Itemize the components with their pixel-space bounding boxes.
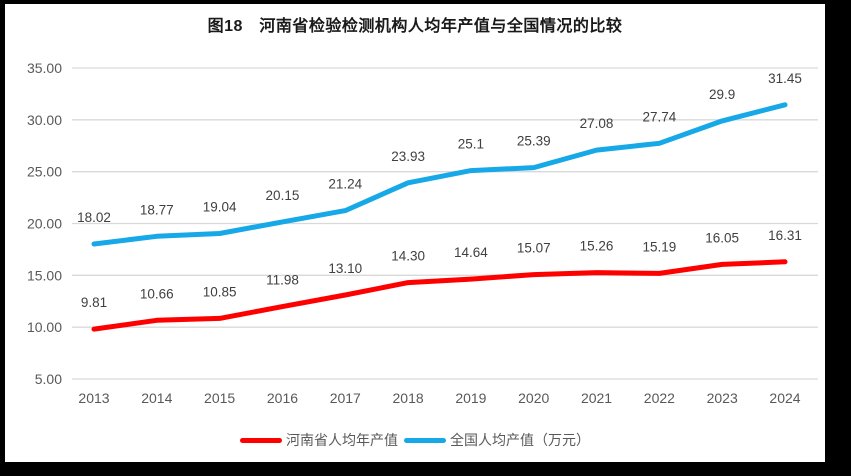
chart-legend: 河南省人均年产值 全国人均产值（万元） (5, 430, 825, 450)
y-tick-label: 25.00 (27, 164, 62, 180)
data-label: 14.30 (391, 249, 425, 264)
y-tick-label: 15.00 (27, 267, 62, 283)
series-line (91, 259, 788, 332)
y-tick-label: 30.00 (27, 112, 62, 128)
x-tick-label: 2023 (707, 390, 738, 406)
data-label: 16.31 (768, 228, 802, 243)
x-tick-label: 2018 (393, 390, 424, 406)
x-tick-label: 2013 (78, 390, 109, 406)
data-label: 23.93 (391, 149, 425, 164)
legend-line-swatch-red (240, 437, 282, 443)
data-label: 9.81 (81, 295, 107, 310)
x-tick-label: 2022 (644, 390, 675, 406)
y-tick-label: 5.00 (35, 371, 62, 387)
x-tick-label: 2020 (518, 390, 549, 406)
y-tick-label: 10.00 (27, 319, 62, 335)
x-tick-label: 2019 (455, 390, 486, 406)
series-line (91, 102, 788, 247)
legend-line-swatch-blue (404, 437, 446, 443)
data-label: 25.39 (517, 134, 551, 149)
legend-label: 河南省人均年产值 (286, 432, 398, 448)
data-label: 10.66 (140, 286, 174, 301)
x-tick-label: 2016 (267, 390, 298, 406)
y-tick-label: 20.00 (27, 216, 62, 232)
y-tick-label: 35.00 (27, 60, 62, 76)
chart-title: 图18 河南省检验检测机构人均年产值与全国情况的比较 (207, 18, 623, 35)
data-label: 20.15 (266, 188, 300, 203)
data-label: 11.98 (266, 273, 299, 288)
data-label: 14.64 (454, 245, 488, 260)
data-label: 18.02 (77, 210, 111, 225)
x-tick-label: 2021 (581, 390, 612, 406)
legend-item-national: 全国人均产值（万元） (404, 430, 590, 450)
data-label: 10.85 (203, 284, 237, 299)
data-label: 16.05 (705, 230, 739, 245)
line-chart: 5.00 10.00 15.00 20.00 25.00 30.00 35.00 2013 20… (27, 60, 818, 406)
data-label: 19.04 (203, 199, 237, 214)
x-tick-label: 2017 (330, 390, 361, 406)
data-label: 25.1 (458, 137, 484, 152)
data-label: 15.19 (642, 239, 676, 254)
x-tick-label: 2024 (769, 390, 800, 406)
data-label: 31.45 (768, 71, 802, 86)
chart-panel: 图18 河南省检验检测机构人均年产值与全国情况的比较 5.00 10.00 15.0… (5, 4, 825, 462)
data-label: 18.77 (140, 202, 174, 217)
data-label: 27.08 (580, 116, 614, 131)
legend-item-henan: 河南省人均年产值 (240, 430, 398, 450)
legend-label: 全国人均产值（万元） (450, 432, 590, 448)
x-tick-label: 2014 (141, 390, 172, 406)
x-tick-label: 2015 (204, 390, 235, 406)
data-label: 15.07 (517, 241, 551, 256)
data-label: 27.74 (642, 109, 676, 124)
data-label: 13.10 (328, 261, 362, 276)
data-label: 29.9 (709, 87, 735, 102)
data-label: 15.26 (580, 239, 614, 254)
data-label: 21.24 (328, 177, 362, 192)
